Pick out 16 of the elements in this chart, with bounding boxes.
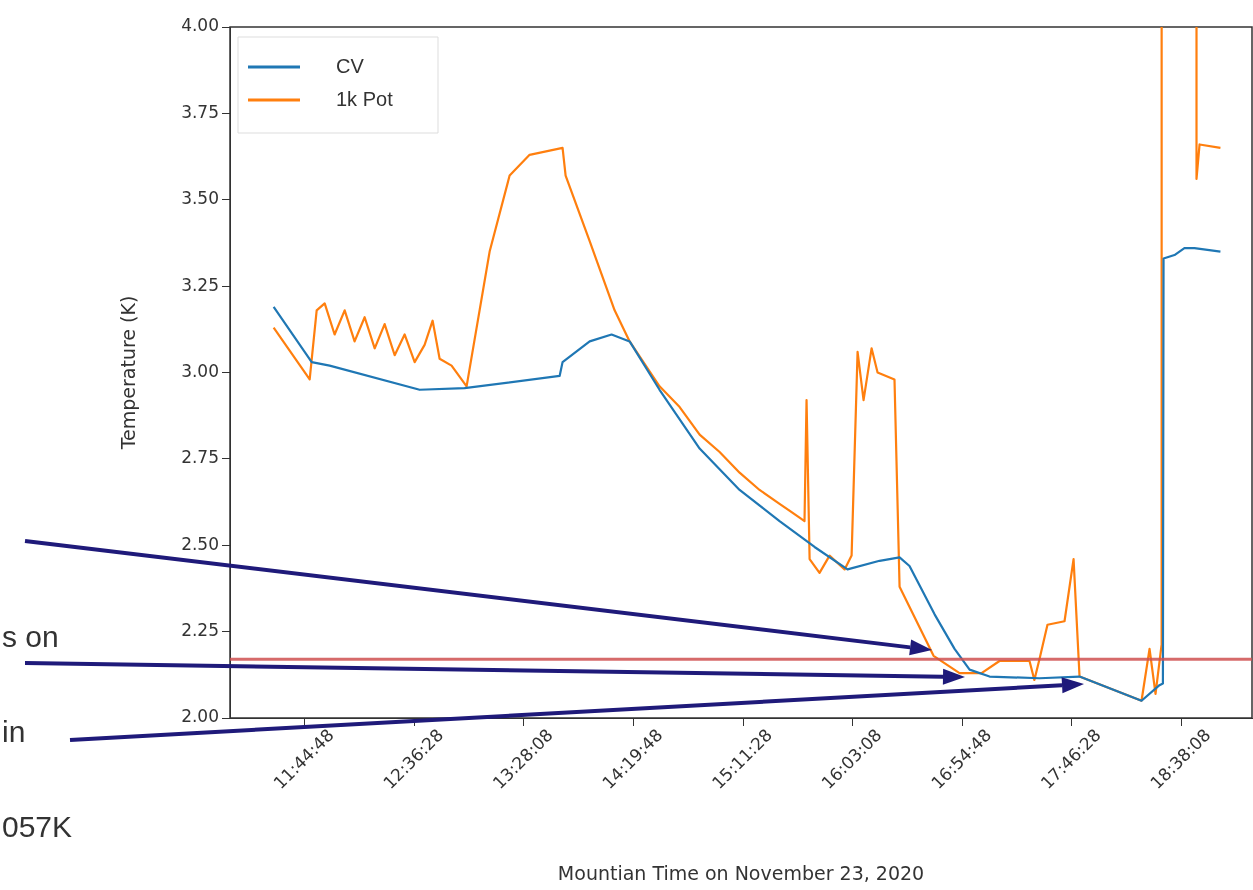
text: s on [2,620,59,654]
legend-label: 1k Pot [336,87,394,110]
y-tick-label: 3.50 [181,188,219,209]
y-tick-label: 2.75 [181,447,219,468]
y-axis-title: Temperature (K) [116,295,139,451]
y-tick-label: 3.75 [181,101,219,122]
y-tick-label: 3.00 [181,360,219,381]
y-tick-label: 2.25 [181,620,219,641]
text: 057K [2,810,73,844]
y-tick-label: 3.25 [181,274,219,295]
y-tick-label: 2.00 [181,706,219,727]
y-tick-label: 2.50 [181,533,219,554]
legend-label: CV [336,54,365,77]
text: in [2,715,26,749]
y-tick-label: 4.00 [181,15,219,36]
x-axis-title: Mountian Time on November 23, 2020 [557,861,925,884]
